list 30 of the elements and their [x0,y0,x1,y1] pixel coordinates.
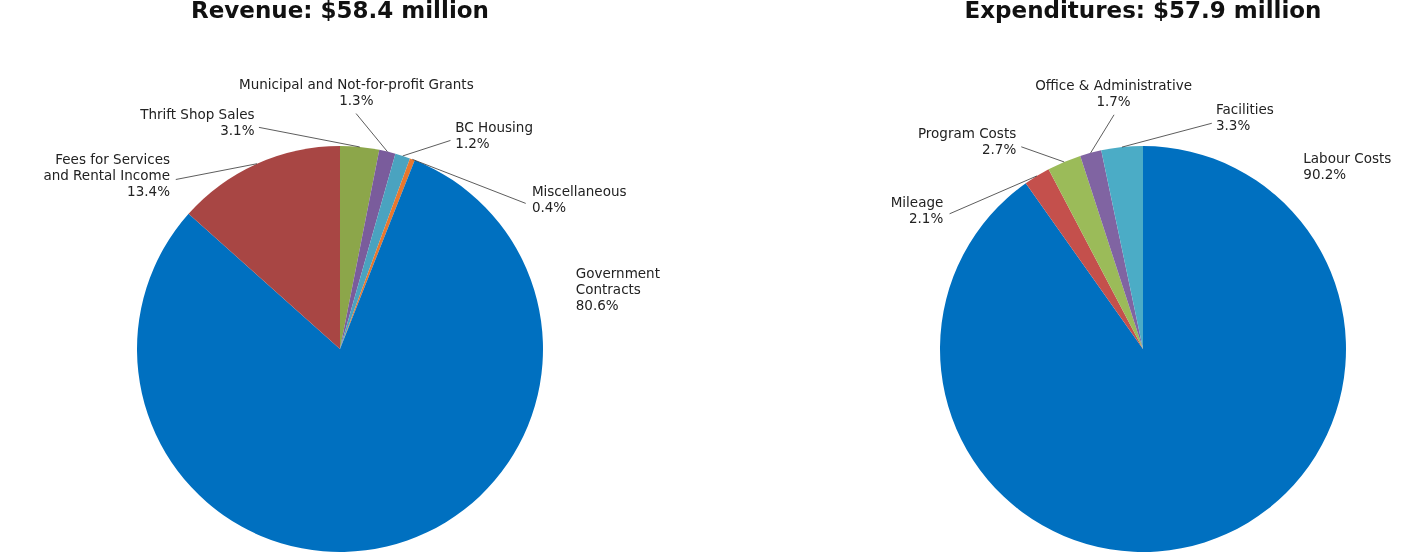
slice-label: Thrift Shop Sales [139,105,255,122]
slice-label: Government Contracts [575,264,660,297]
pie-slice [188,146,340,349]
data-label: 13.4% [127,182,171,199]
data-label: 2.7% [981,141,1017,158]
slice-label: Fees for Services and Rental Income [43,150,170,183]
slice-label: Municipal and Not-for-profit Grants [239,75,474,92]
slice-label: Labour Costs [1303,149,1392,166]
slice-label: Program Costs [917,125,1017,142]
data-label: 1.3% [339,91,374,108]
pie-slice [1025,169,1143,349]
pie-slice [340,149,396,349]
pie-slice [1101,146,1143,349]
data-label: 90.2% [1303,165,1347,182]
data-label: 3.1% [220,121,255,138]
chart-title: Expenditures: $57.9 million [964,0,1322,23]
chart-title: Revenue: $58.4 million [191,0,489,23]
data-label: 80.6% [575,296,619,313]
slice-label: BC Housing [455,118,533,135]
pie-slice [340,146,380,349]
slice-label: Facilities [1215,101,1274,118]
slice-label: Mileage [890,193,944,210]
data-label: 1.7% [1096,92,1131,109]
data-label: 2.1% [908,209,944,226]
slice-label: Miscellaneous [531,182,627,199]
pie-slice [1048,155,1143,349]
data-label: 3.3% [1215,117,1251,134]
data-label: 0.4% [531,198,567,215]
data-label: 1.2% [455,134,490,151]
slice-label: Office & Administrative [1035,76,1192,93]
